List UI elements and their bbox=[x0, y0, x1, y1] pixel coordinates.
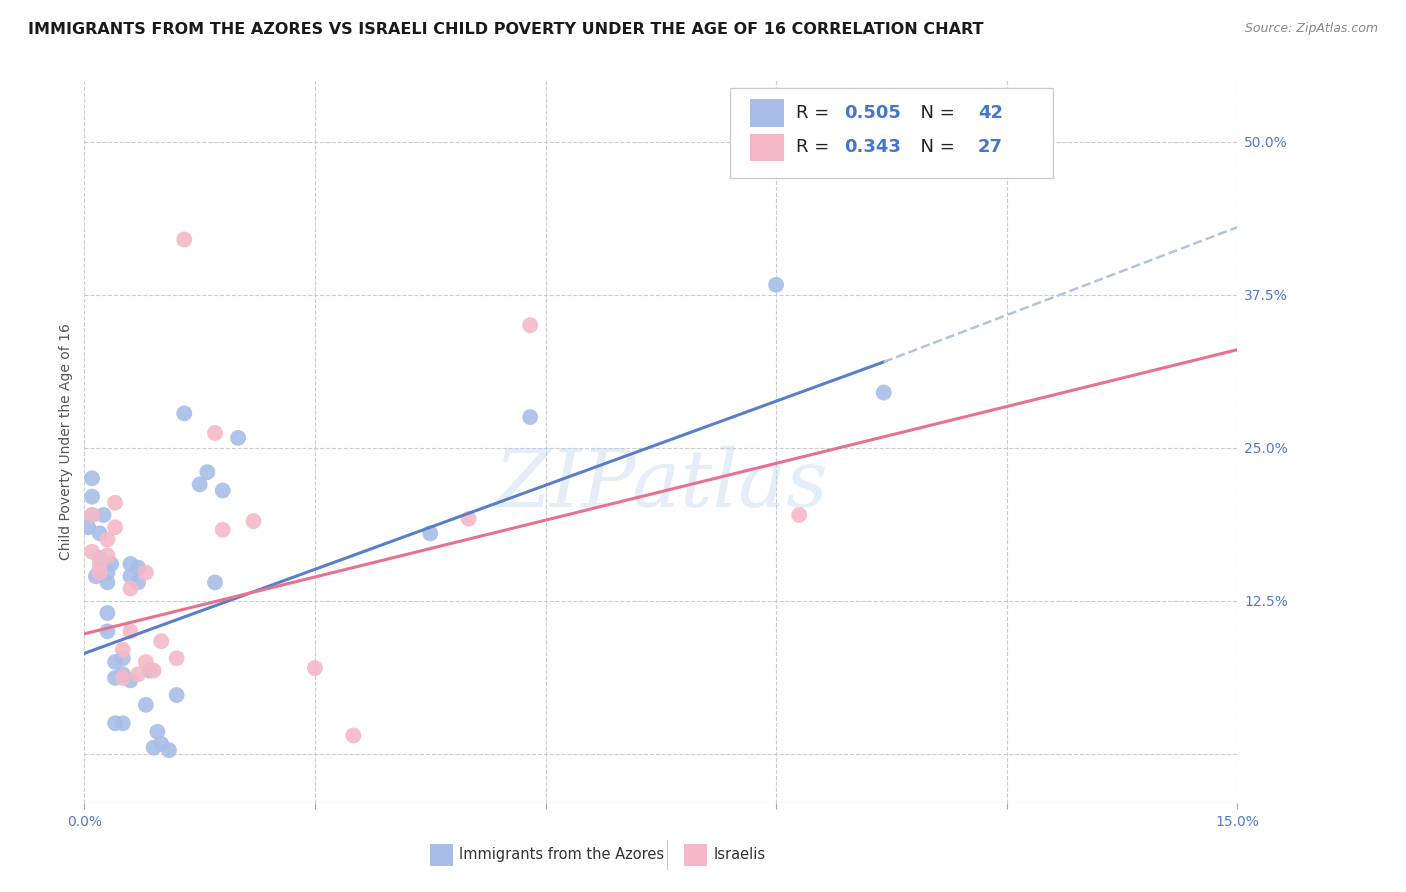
Text: N =: N = bbox=[908, 103, 960, 122]
Point bbox=[419, 526, 441, 541]
Point bbox=[111, 651, 134, 665]
Point bbox=[89, 566, 111, 580]
Point bbox=[111, 667, 134, 681]
Text: R =: R = bbox=[796, 103, 835, 122]
Point bbox=[104, 520, 127, 534]
Text: N =: N = bbox=[908, 138, 960, 156]
Point bbox=[519, 318, 541, 333]
Point bbox=[211, 483, 233, 498]
Bar bbox=[430, 844, 453, 865]
Point bbox=[150, 737, 173, 751]
Point bbox=[96, 549, 118, 563]
Point bbox=[765, 277, 787, 292]
Point bbox=[80, 545, 103, 559]
Point bbox=[120, 673, 142, 688]
Point bbox=[146, 724, 169, 739]
Point bbox=[89, 557, 111, 571]
Point bbox=[873, 385, 896, 400]
Point bbox=[150, 634, 173, 648]
Point bbox=[80, 471, 103, 485]
Point bbox=[342, 728, 364, 742]
Point bbox=[80, 490, 103, 504]
Bar bbox=[683, 844, 707, 865]
Point bbox=[157, 743, 180, 757]
Point bbox=[135, 655, 157, 669]
Text: 0.505: 0.505 bbox=[844, 103, 901, 122]
Point bbox=[120, 582, 142, 596]
Point bbox=[96, 606, 118, 620]
Point bbox=[166, 688, 188, 702]
Point bbox=[100, 557, 122, 571]
Point bbox=[120, 569, 142, 583]
Point bbox=[104, 655, 127, 669]
Point bbox=[242, 514, 264, 528]
Text: Immigrants from the Azores: Immigrants from the Azores bbox=[460, 847, 664, 863]
Point bbox=[111, 642, 134, 657]
Point bbox=[127, 560, 149, 574]
Bar bbox=[749, 99, 785, 127]
Point bbox=[204, 575, 226, 590]
Point bbox=[195, 465, 218, 479]
Point bbox=[188, 477, 211, 491]
Point bbox=[120, 624, 142, 639]
Point bbox=[142, 664, 165, 678]
Point bbox=[111, 671, 134, 685]
Point bbox=[142, 740, 165, 755]
Point bbox=[80, 508, 103, 522]
Point bbox=[166, 651, 188, 665]
Point bbox=[80, 508, 103, 522]
Point bbox=[104, 716, 127, 731]
Point bbox=[84, 569, 107, 583]
Text: Israelis: Israelis bbox=[714, 847, 766, 863]
Point bbox=[173, 232, 195, 246]
Point bbox=[519, 410, 541, 425]
Point bbox=[96, 566, 118, 580]
Point bbox=[211, 523, 233, 537]
Point bbox=[104, 671, 127, 685]
Bar bbox=[749, 134, 785, 161]
Y-axis label: Child Poverty Under the Age of 16: Child Poverty Under the Age of 16 bbox=[59, 323, 73, 560]
Point bbox=[93, 508, 115, 522]
Point bbox=[96, 533, 118, 547]
Point bbox=[120, 557, 142, 571]
Point bbox=[89, 563, 111, 577]
Point bbox=[104, 496, 127, 510]
Text: Source: ZipAtlas.com: Source: ZipAtlas.com bbox=[1244, 22, 1378, 36]
Point bbox=[204, 425, 226, 440]
Text: 42: 42 bbox=[979, 103, 1002, 122]
Point bbox=[173, 406, 195, 420]
Point bbox=[89, 526, 111, 541]
Point bbox=[226, 431, 249, 445]
Point bbox=[135, 566, 157, 580]
Text: IMMIGRANTS FROM THE AZORES VS ISRAELI CHILD POVERTY UNDER THE AGE OF 16 CORRELAT: IMMIGRANTS FROM THE AZORES VS ISRAELI CH… bbox=[28, 22, 984, 37]
Point bbox=[77, 520, 100, 534]
Point bbox=[127, 667, 149, 681]
Text: ZIPatlas: ZIPatlas bbox=[494, 446, 828, 524]
Point bbox=[135, 698, 157, 712]
Point bbox=[111, 716, 134, 731]
FancyBboxPatch shape bbox=[730, 87, 1053, 178]
Point bbox=[96, 624, 118, 639]
Point bbox=[96, 575, 118, 590]
Point bbox=[787, 508, 810, 522]
Point bbox=[457, 511, 479, 525]
Text: 27: 27 bbox=[979, 138, 1002, 156]
Text: 0.343: 0.343 bbox=[844, 138, 901, 156]
Point bbox=[138, 664, 160, 678]
Point bbox=[127, 575, 149, 590]
Point bbox=[304, 661, 326, 675]
Point bbox=[89, 550, 111, 565]
Text: R =: R = bbox=[796, 138, 835, 156]
